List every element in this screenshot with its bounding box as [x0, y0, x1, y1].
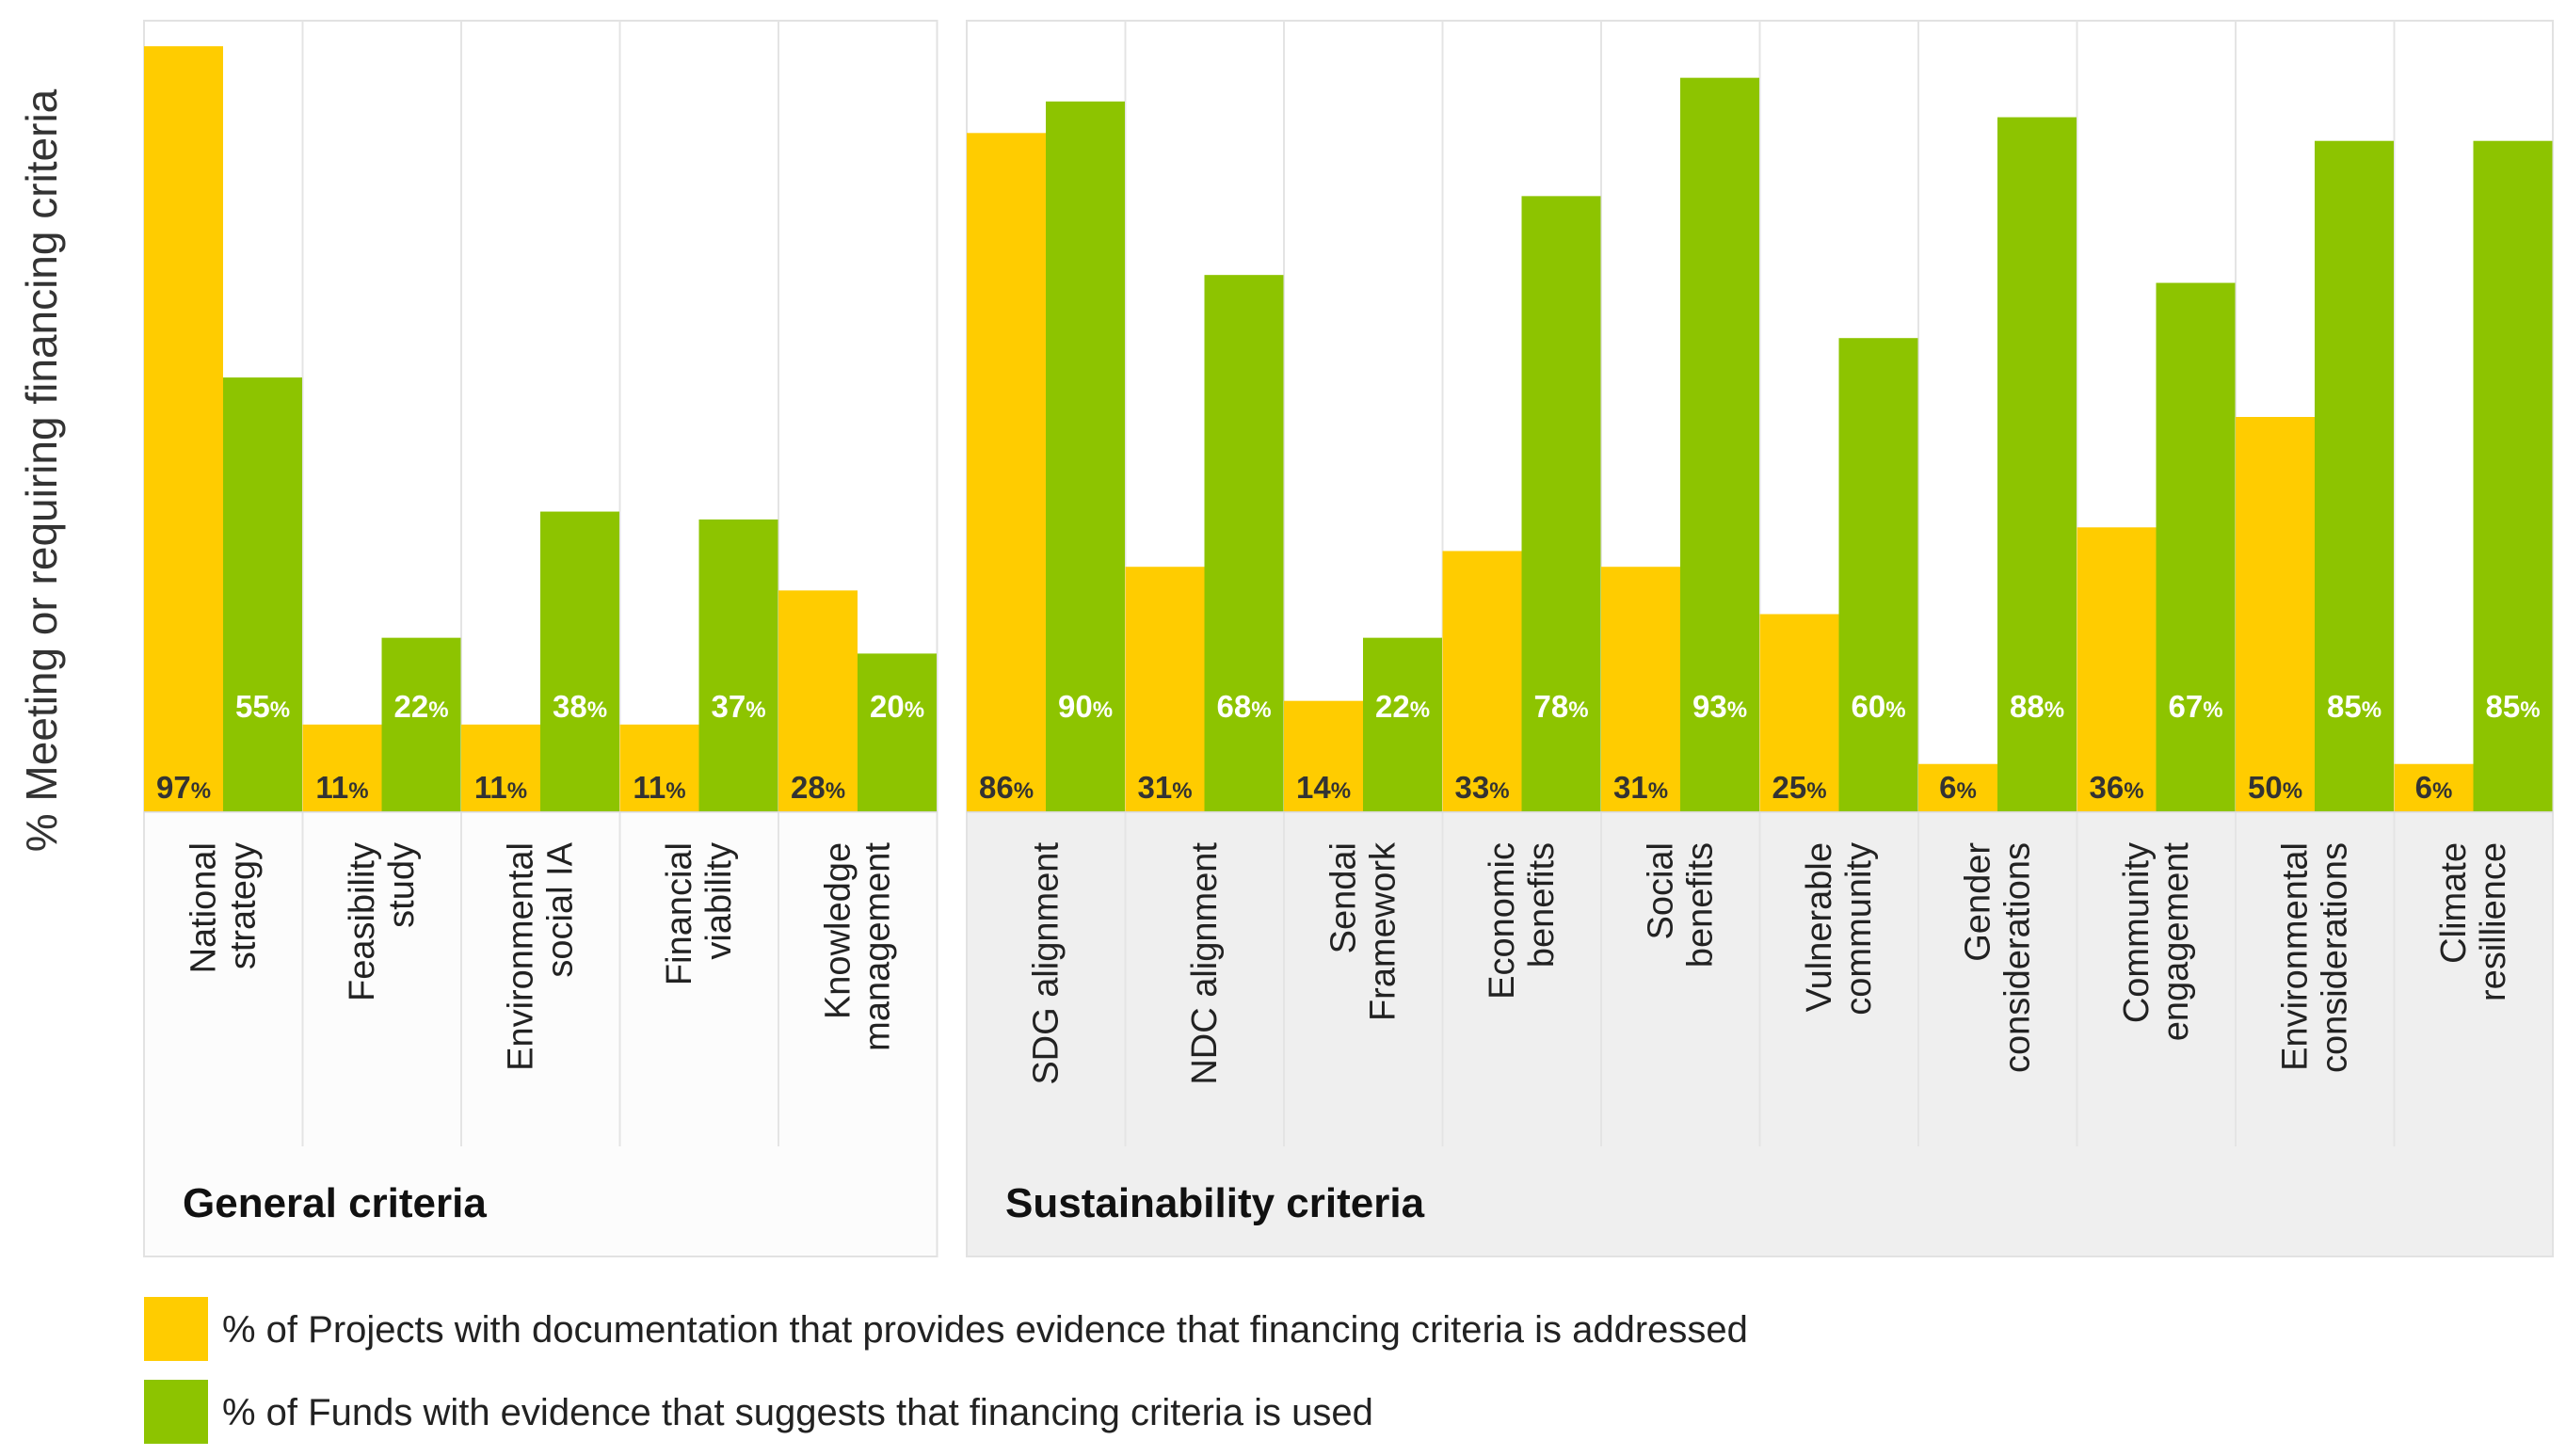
- bar-funds-climate-resillience: [2473, 140, 2553, 811]
- data-label-funds-ndc-alignment: 68%: [1216, 689, 1271, 724]
- data-label-funds-knowledge-management: 20%: [870, 689, 924, 724]
- data-label-projects-vulnerable-community: 25%: [1772, 770, 1826, 805]
- legend-swatch-funds: [144, 1380, 208, 1444]
- bar-funds-social-benefits: [1680, 77, 1759, 811]
- category-label-climate-resillience: Climate: [2434, 842, 2474, 964]
- bar-funds-national-strategy: [223, 377, 302, 811]
- category-label-economic-benefits: benefits: [1522, 842, 1562, 968]
- bar-projects-environmental-social-ia: [461, 724, 540, 811]
- data-label-funds-environmental-considerations: 85%: [2327, 689, 2382, 724]
- data-label-funds-gender-considerations: 88%: [2010, 689, 2064, 724]
- bar-funds-gender-considerations: [1997, 117, 2077, 811]
- category-label-feasibility-study: study: [382, 842, 422, 928]
- data-label-funds-sdg-alignment: 90%: [1058, 689, 1113, 724]
- category-label-ndc-alignment: NDC alignment: [1185, 842, 1225, 1085]
- data-label-projects-sdg-alignment: 86%: [979, 770, 1034, 805]
- data-label-projects-community-engagement: 36%: [2089, 770, 2143, 805]
- bar-funds-economic-benefits: [1521, 196, 1601, 812]
- category-label-feasibility-study: Feasibility: [343, 842, 382, 1001]
- data-label-funds-vulnerable-community: 60%: [1851, 689, 1905, 724]
- bar-projects-environmental-considerations: [2236, 417, 2315, 811]
- bar-funds-vulnerable-community: [1838, 338, 1918, 811]
- category-label-knowledge-management: management: [858, 842, 897, 1051]
- bar-projects-social-benefits: [1601, 567, 1680, 811]
- category-label-economic-benefits: Economic: [1483, 842, 1522, 1000]
- category-label-social-benefits: Social: [1641, 842, 1680, 940]
- data-label-funds-environmental-social-ia: 38%: [553, 689, 607, 724]
- data-label-projects-environmental-considerations: 50%: [2248, 770, 2302, 805]
- bar-projects-feasibility-study: [302, 724, 382, 811]
- bar-projects-community-engagement: [2077, 527, 2157, 811]
- data-label-funds-community-engagement: 67%: [2168, 689, 2222, 724]
- group-title-sustainability: Sustainability criteria: [1005, 1180, 1425, 1226]
- data-label-projects-knowledge-management: 28%: [791, 770, 845, 805]
- data-label-funds-climate-resillience: 85%: [2485, 689, 2540, 724]
- category-label-environmental-social-ia: social IA: [540, 841, 580, 977]
- category-label-community-engagement: engagement: [2157, 842, 2196, 1042]
- category-label-environmental-social-ia: Environmental: [501, 842, 540, 1071]
- legend-label-funds: % of Funds with evidence that suggests t…: [222, 1392, 1373, 1433]
- data-label-projects-feasibility-study: 11%: [315, 770, 368, 805]
- category-label-gender-considerations: considerations: [1997, 842, 2037, 1073]
- category-label-financial-viability: Financial: [660, 842, 699, 985]
- bar-projects-financial-viability: [619, 724, 699, 811]
- bar-projects-gender-considerations: [1918, 763, 1997, 811]
- data-label-funds-sendai-framework: 22%: [1375, 689, 1430, 724]
- bar-funds-feasibility-study: [381, 637, 461, 811]
- bar-funds-ndc-alignment: [1204, 275, 1284, 811]
- bar-projects-economic-benefits: [1442, 551, 1522, 811]
- y-axis-label: % Meeting or requiring financing criteri…: [17, 88, 66, 852]
- data-label-projects-gender-considerations: 6%: [1939, 770, 1977, 805]
- category-label-social-benefits: benefits: [1680, 842, 1720, 968]
- bar-funds-environmental-social-ia: [540, 511, 619, 811]
- legend-label-projects: % of Projects with documentation that pr…: [222, 1309, 1748, 1351]
- bar-projects-sdg-alignment: [967, 133, 1046, 811]
- data-label-funds-national-strategy: 55%: [235, 689, 290, 724]
- bar-funds-environmental-considerations: [2315, 140, 2394, 811]
- bar-funds-sdg-alignment: [1046, 101, 1125, 812]
- data-label-projects-climate-resillience: 6%: [2415, 770, 2453, 805]
- bar-projects-sendai-framework: [1284, 700, 1363, 811]
- data-label-projects-financial-viability: 11%: [633, 770, 685, 805]
- data-label-funds-feasibility-study: 22%: [393, 689, 448, 724]
- category-label-financial-viability: viability: [699, 842, 739, 960]
- bar-funds-financial-viability: [698, 519, 778, 811]
- bar-projects-vulnerable-community: [1759, 614, 1839, 811]
- data-label-projects-national-strategy: 97%: [156, 770, 211, 805]
- category-label-national-strategy: strategy: [223, 842, 263, 969]
- category-label-sendai-framework: Framework: [1363, 841, 1403, 1021]
- category-label-vulnerable-community: Vulnerable: [1800, 842, 1839, 1012]
- bar-projects-climate-resillience: [2394, 763, 2474, 811]
- category-label-sdg-alignment: SDG alignment: [1026, 842, 1066, 1085]
- category-label-knowledge-management: Knowledge: [818, 842, 858, 1019]
- bar-funds-community-engagement: [2156, 282, 2236, 811]
- category-label-environmental-considerations: considerations: [2315, 842, 2354, 1073]
- category-label-gender-considerations: Gender: [1958, 842, 1997, 962]
- bar-projects-national-strategy: [144, 46, 223, 811]
- legend-swatch-projects: [144, 1297, 208, 1361]
- bar-funds-sendai-framework: [1363, 637, 1442, 811]
- data-label-projects-ndc-alignment: 31%: [1137, 770, 1192, 805]
- bar-funds-knowledge-management: [858, 653, 937, 811]
- category-label-sendai-framework: Sendai: [1323, 842, 1363, 953]
- category-label-national-strategy: National: [184, 842, 223, 973]
- group-title-general: General criteria: [183, 1180, 487, 1226]
- category-label-vulnerable-community: community: [1839, 842, 1879, 1016]
- data-label-projects-social-benefits: 31%: [1613, 770, 1668, 805]
- category-label-community-engagement: Community: [2117, 842, 2157, 1023]
- data-label-projects-environmental-social-ia: 11%: [474, 770, 527, 805]
- category-label-climate-resillience: resillience: [2474, 842, 2513, 1001]
- bar-projects-knowledge-management: [778, 590, 858, 811]
- category-label-environmental-considerations: Environmental: [2275, 842, 2315, 1071]
- data-label-funds-social-benefits: 93%: [1692, 689, 1747, 724]
- bar-projects-ndc-alignment: [1125, 567, 1205, 811]
- data-label-funds-economic-benefits: 78%: [1533, 689, 1588, 724]
- data-label-funds-financial-viability: 37%: [711, 689, 765, 724]
- data-label-projects-sendai-framework: 14%: [1296, 770, 1351, 805]
- data-label-projects-economic-benefits: 33%: [1454, 770, 1509, 805]
